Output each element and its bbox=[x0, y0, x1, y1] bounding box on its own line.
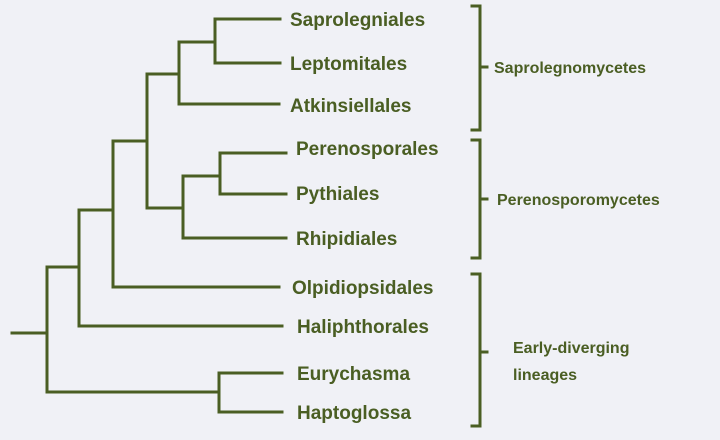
taxon-label-atkinsiellales: Atkinsiellales bbox=[290, 96, 411, 117]
taxon-label-haliphthorales: Haliphthorales bbox=[297, 317, 429, 338]
group-label-perenosporomycetes: Perenosporomycetes bbox=[497, 192, 660, 209]
group-label-early-diverging-line-1: Early-diverging bbox=[513, 340, 629, 357]
taxon-label-leptomitales: Leptomitales bbox=[290, 54, 407, 75]
taxon-label-rhipidiales: Rhipidiales bbox=[296, 229, 397, 250]
bracket-perenosporomycetes bbox=[470, 138, 489, 260]
taxon-label-perenosporales: Perenosporales bbox=[296, 139, 439, 160]
taxon-label-haptoglossa: Haptoglossa bbox=[297, 403, 411, 424]
bracket-saprolegnomycetes bbox=[470, 4, 489, 132]
taxon-label-pythiales: Pythiales bbox=[296, 184, 379, 205]
taxon-label-olpidiopsidales: Olpidiopsidales bbox=[292, 278, 433, 299]
group-labels: Saprolegnomycetes Perenosporomycetes Ear… bbox=[494, 60, 660, 384]
taxon-label-saprolegniales: Saprolegniales bbox=[290, 10, 425, 31]
bracket-early-diverging bbox=[470, 272, 489, 428]
group-label-saprolegnomycetes: Saprolegnomycetes bbox=[494, 60, 646, 77]
taxon-labels: Saprolegniales Leptomitales Atkinsiellal… bbox=[290, 10, 439, 424]
group-label-early-diverging-line-2: lineages bbox=[513, 367, 577, 384]
group-brackets bbox=[470, 4, 489, 428]
taxon-label-eurychasma: Eurychasma bbox=[297, 364, 410, 385]
tree-branches bbox=[10, 17, 288, 414]
